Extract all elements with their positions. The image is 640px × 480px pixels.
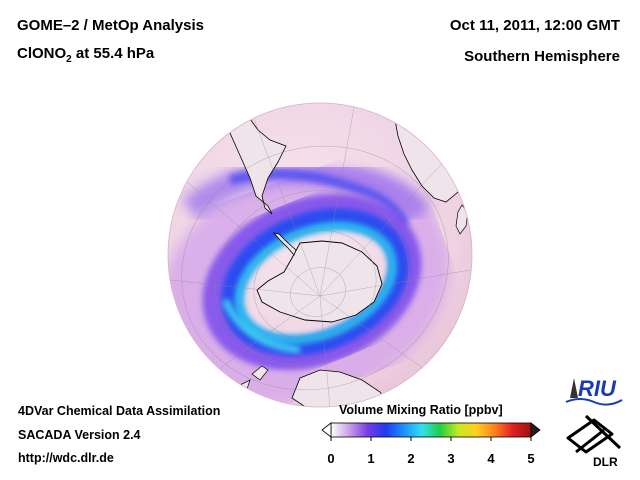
species-prefix: ClONO bbox=[17, 45, 67, 62]
vortex-upper-arc bbox=[181, 158, 431, 223]
south-america-coastline bbox=[219, 103, 287, 215]
datetime-label: Oct 11, 2011, 12:00 GMT bbox=[449, 17, 620, 34]
vortex-cyan-highlight bbox=[221, 298, 301, 354]
vortex-outer-halo bbox=[168, 166, 450, 404]
species-subscript: 2 bbox=[66, 54, 72, 65]
antarctic-peninsula bbox=[272, 232, 297, 256]
footer-version-label: SACADA Version 2.4 bbox=[18, 428, 141, 442]
species-level: at 55.4 hPa bbox=[71, 45, 155, 62]
footer-url-link[interactable]: http://wdc.dlr.de bbox=[18, 451, 114, 465]
region-label: Southern Hemisphere bbox=[464, 48, 620, 65]
graticule bbox=[169, 103, 471, 407]
title-species: ClONO2 at 55.4 hPa bbox=[17, 45, 154, 65]
footer-assimilation-label: 4DVar Chemical Data Assimilation bbox=[18, 404, 221, 418]
colorbar-title: Volume Mixing Ratio [ppbv] bbox=[339, 403, 503, 417]
vortex-cyan-ring bbox=[234, 221, 398, 345]
title-instrument: GOME–2 / MetOp Analysis bbox=[17, 17, 204, 34]
antarctica-landmass bbox=[256, 240, 383, 323]
